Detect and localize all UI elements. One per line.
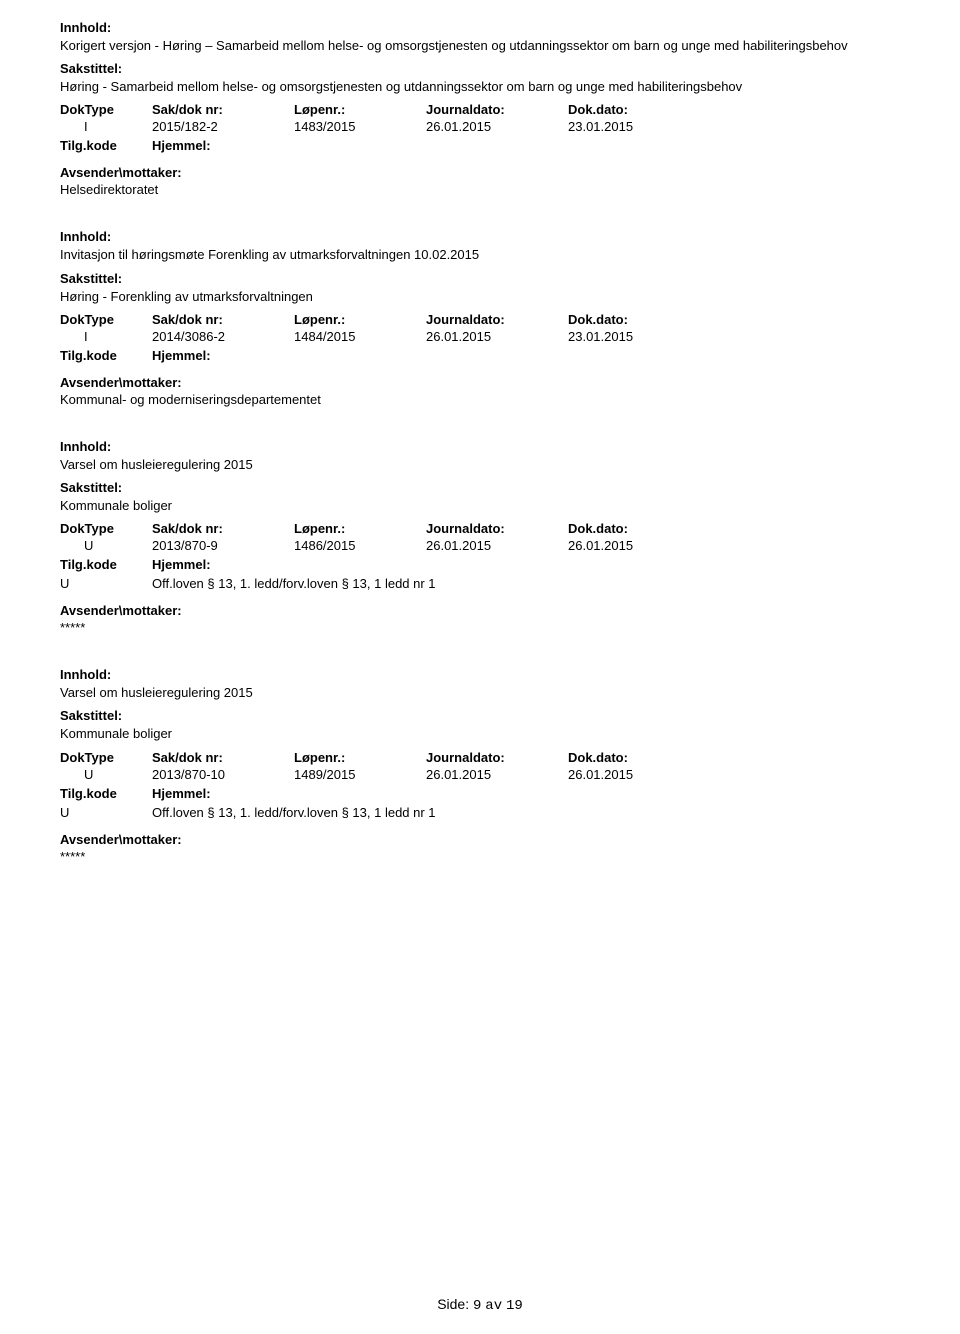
tilgkode-label: Tilg.kode xyxy=(60,348,140,363)
tilg-row: Tilg.kode Hjemmel: xyxy=(60,557,900,572)
sakstittel-label: Sakstittel: xyxy=(60,480,900,495)
table-header: DokType Sak/dok nr: Løpenr.: Journaldato… xyxy=(60,521,900,536)
tilgkode-value: U xyxy=(60,805,140,820)
journaldato-value: 26.01.2015 xyxy=(426,329,556,344)
footer-page: 9 xyxy=(473,1298,481,1314)
saknr-value: 2014/3086-2 xyxy=(152,329,282,344)
avsender-text: Helsedirektoratet xyxy=(60,182,900,197)
doktype-value: U xyxy=(60,538,140,553)
col-saknr-header: Sak/dok nr: xyxy=(152,521,282,536)
innhold-label: Innhold: xyxy=(60,439,900,454)
footer-total: 19 xyxy=(506,1298,523,1314)
hjemmel-label: Hjemmel: xyxy=(152,786,900,801)
innhold-text: Varsel om husleieregulering 2015 xyxy=(60,684,900,702)
sakstittel-text: Høring - Samarbeid mellom helse- og omso… xyxy=(60,78,900,96)
col-saknr-header: Sak/dok nr: xyxy=(152,750,282,765)
dokdato-value: 23.01.2015 xyxy=(568,119,698,134)
journal-entry: Innhold: Korigert versjon - Høring – Sam… xyxy=(60,20,900,197)
hjemmel-value: Off.loven § 13, 1. ledd/forv.loven § 13,… xyxy=(152,576,472,591)
saknr-value: 2015/182-2 xyxy=(152,119,282,134)
col-saknr-header: Sak/dok nr: xyxy=(152,102,282,117)
saknr-value: 2013/870-10 xyxy=(152,767,282,782)
innhold-text: Korigert versjon - Høring – Samarbeid me… xyxy=(60,37,900,55)
sakstittel-text: Kommunale boliger xyxy=(60,497,900,515)
lopenr-value: 1489/2015 xyxy=(294,767,414,782)
tilgkode-value: U xyxy=(60,576,140,591)
innhold-label: Innhold: xyxy=(60,20,900,35)
journaldato-value: 26.01.2015 xyxy=(426,538,556,553)
doktype-value: U xyxy=(60,767,140,782)
innhold-text: Invitasjon til høringsmøte Forenkling av… xyxy=(60,246,900,264)
table-header: DokType Sak/dok nr: Løpenr.: Journaldato… xyxy=(60,750,900,765)
footer-sep: av xyxy=(485,1298,502,1314)
tilg-value-row: U Off.loven § 13, 1. ledd/forv.loven § 1… xyxy=(60,576,900,591)
lopenr-value: 1483/2015 xyxy=(294,119,414,134)
col-lopenr-header: Løpenr.: xyxy=(294,312,414,327)
sakstittel-text: Høring - Forenkling av utmarksforvaltnin… xyxy=(60,288,900,306)
avsender-label: Avsender\mottaker: xyxy=(60,603,900,618)
innhold-label: Innhold: xyxy=(60,229,900,244)
tilg-row: Tilg.kode Hjemmel: xyxy=(60,786,900,801)
col-dokdato-header: Dok.dato: xyxy=(568,102,698,117)
journal-entry: Innhold: Invitasjon til høringsmøte Fore… xyxy=(60,229,900,406)
col-lopenr-header: Løpenr.: xyxy=(294,102,414,117)
avsender-label: Avsender\mottaker: xyxy=(60,375,900,390)
avsender-text: ***** xyxy=(60,849,900,864)
journal-entry: Innhold: Varsel om husleieregulering 201… xyxy=(60,439,900,635)
journal-entry: Innhold: Varsel om husleieregulering 201… xyxy=(60,667,900,863)
table-header: DokType Sak/dok nr: Løpenr.: Journaldato… xyxy=(60,312,900,327)
doktype-value: I xyxy=(60,119,140,134)
hjemmel-label: Hjemmel: xyxy=(152,348,900,363)
avsender-label: Avsender\mottaker: xyxy=(60,165,900,180)
hjemmel-value: Off.loven § 13, 1. ledd/forv.loven § 13,… xyxy=(152,805,472,820)
table-header: DokType Sak/dok nr: Løpenr.: Journaldato… xyxy=(60,102,900,117)
page-footer: Side: 9 av 19 xyxy=(0,1296,960,1314)
col-journaldato-header: Journaldato: xyxy=(426,750,556,765)
sakstittel-text: Kommunale boliger xyxy=(60,725,900,743)
journaldato-value: 26.01.2015 xyxy=(426,119,556,134)
dokdato-value: 23.01.2015 xyxy=(568,329,698,344)
table-row: I 2014/3086-2 1484/2015 26.01.2015 23.01… xyxy=(60,329,900,344)
col-doktype-header: DokType xyxy=(60,750,140,765)
col-doktype-header: DokType xyxy=(60,521,140,536)
col-dokdato-header: Dok.dato: xyxy=(568,521,698,536)
lopenr-value: 1486/2015 xyxy=(294,538,414,553)
col-doktype-header: DokType xyxy=(60,102,140,117)
dokdato-value: 26.01.2015 xyxy=(568,767,698,782)
tilg-row: Tilg.kode Hjemmel: xyxy=(60,138,900,153)
col-lopenr-header: Løpenr.: xyxy=(294,750,414,765)
hjemmel-label: Hjemmel: xyxy=(152,557,900,572)
tilgkode-label: Tilg.kode xyxy=(60,557,140,572)
sakstittel-label: Sakstittel: xyxy=(60,271,900,286)
innhold-label: Innhold: xyxy=(60,667,900,682)
innhold-text: Varsel om husleieregulering 2015 xyxy=(60,456,900,474)
col-saknr-header: Sak/dok nr: xyxy=(152,312,282,327)
avsender-text: ***** xyxy=(60,620,900,635)
avsender-text: Kommunal- og moderniseringsdepartementet xyxy=(60,392,900,407)
journaldato-value: 26.01.2015 xyxy=(426,767,556,782)
table-row: U 2013/870-10 1489/2015 26.01.2015 26.01… xyxy=(60,767,900,782)
table-row: I 2015/182-2 1483/2015 26.01.2015 23.01.… xyxy=(60,119,900,134)
tilg-row: Tilg.kode Hjemmel: xyxy=(60,348,900,363)
col-journaldato-header: Journaldato: xyxy=(426,312,556,327)
lopenr-value: 1484/2015 xyxy=(294,329,414,344)
col-journaldato-header: Journaldato: xyxy=(426,521,556,536)
sakstittel-label: Sakstittel: xyxy=(60,61,900,76)
hjemmel-label: Hjemmel: xyxy=(152,138,900,153)
col-journaldato-header: Journaldato: xyxy=(426,102,556,117)
dokdato-value: 26.01.2015 xyxy=(568,538,698,553)
sakstittel-label: Sakstittel: xyxy=(60,708,900,723)
table-row: U 2013/870-9 1486/2015 26.01.2015 26.01.… xyxy=(60,538,900,553)
footer-prefix: Side: xyxy=(437,1296,469,1312)
col-doktype-header: DokType xyxy=(60,312,140,327)
col-dokdato-header: Dok.dato: xyxy=(568,750,698,765)
tilgkode-label: Tilg.kode xyxy=(60,138,140,153)
doktype-value: I xyxy=(60,329,140,344)
col-lopenr-header: Løpenr.: xyxy=(294,521,414,536)
tilgkode-label: Tilg.kode xyxy=(60,786,140,801)
tilg-value-row: U Off.loven § 13, 1. ledd/forv.loven § 1… xyxy=(60,805,900,820)
avsender-label: Avsender\mottaker: xyxy=(60,832,900,847)
saknr-value: 2013/870-9 xyxy=(152,538,282,553)
col-dokdato-header: Dok.dato: xyxy=(568,312,698,327)
